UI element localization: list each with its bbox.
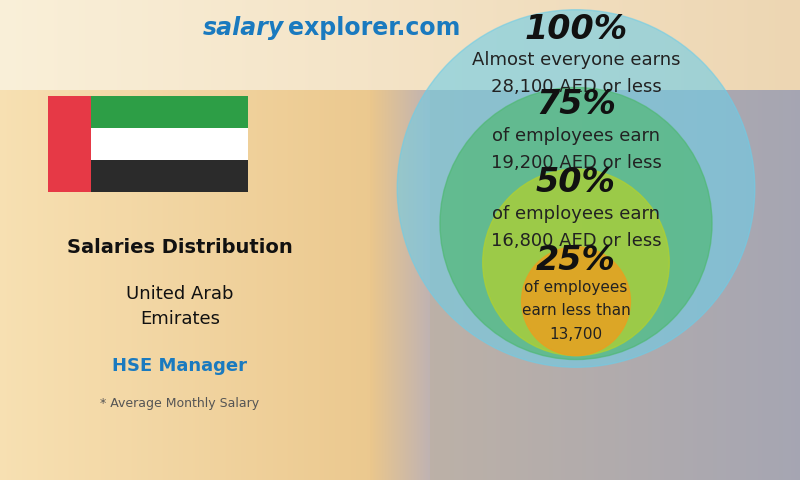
Bar — [48, 96, 91, 192]
Text: 16,800 AED or less: 16,800 AED or less — [490, 232, 662, 250]
Circle shape — [398, 10, 754, 367]
Circle shape — [440, 87, 712, 360]
Circle shape — [482, 169, 670, 356]
Text: of employees earn: of employees earn — [492, 205, 660, 223]
Text: earn less than: earn less than — [522, 303, 630, 318]
Text: 19,200 AED or less: 19,200 AED or less — [490, 154, 662, 172]
Text: United Arab
Emirates: United Arab Emirates — [126, 285, 234, 328]
Text: 28,100 AED or less: 28,100 AED or less — [490, 78, 662, 96]
Text: Almost everyone earns: Almost everyone earns — [472, 51, 680, 69]
Text: HSE Manager: HSE Manager — [113, 357, 247, 375]
Text: Salaries Distribution: Salaries Distribution — [67, 238, 293, 257]
Bar — [91, 96, 248, 128]
Text: * Average Monthly Salary: * Average Monthly Salary — [101, 397, 259, 410]
Bar — [91, 160, 248, 192]
Circle shape — [522, 247, 630, 356]
Text: 25%: 25% — [536, 244, 616, 277]
Text: 50%: 50% — [536, 166, 616, 199]
Text: salary: salary — [202, 16, 284, 40]
Text: of employees earn: of employees earn — [492, 127, 660, 145]
Text: 75%: 75% — [536, 88, 616, 121]
Text: 13,700: 13,700 — [550, 327, 602, 342]
Bar — [91, 128, 248, 160]
Text: explorer.com: explorer.com — [288, 16, 460, 40]
Text: 100%: 100% — [524, 12, 628, 46]
Text: of employees: of employees — [524, 280, 628, 295]
